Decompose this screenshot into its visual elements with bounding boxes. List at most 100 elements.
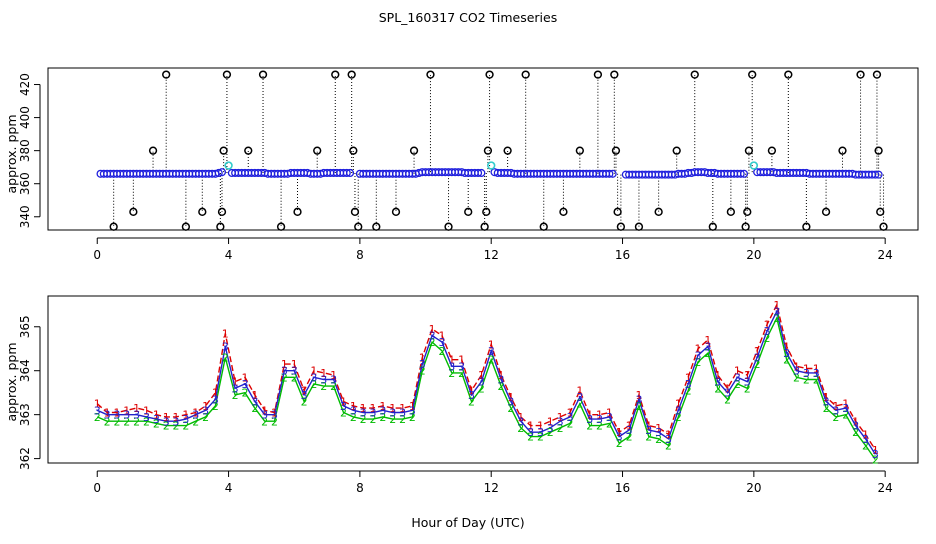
series-2-marker: 2 — [360, 413, 367, 426]
black-outlier-point — [347, 70, 356, 79]
blue-point — [342, 168, 351, 178]
panel2-x-tick-label: 16 — [615, 481, 630, 495]
black-outlier-point — [748, 70, 757, 79]
black-outlier-point — [313, 146, 322, 155]
black-outlier-point — [708, 222, 717, 231]
panel1-x-tick-label: 16 — [615, 248, 630, 262]
series-2-marker: 2 — [94, 411, 101, 424]
series-2-marker: 2 — [281, 371, 288, 384]
black-outlier-point — [503, 146, 512, 155]
series-2-marker: 2 — [557, 422, 564, 435]
series-1-marker: 1 — [222, 327, 229, 340]
series-2-marker: 2 — [763, 332, 770, 345]
series-3-marker: 3 — [803, 367, 810, 380]
series-2-marker: 2 — [153, 417, 160, 430]
chart-title: SPL_160317 CO2 Timeseries — [379, 10, 557, 25]
panel1-y-tick-label: 420 — [18, 73, 32, 96]
series-1-marker: 1 — [832, 400, 839, 413]
series-2-marker: 2 — [567, 417, 574, 430]
black-outlier-point — [690, 70, 699, 79]
black-outlier-point — [258, 70, 268, 79]
blue-point — [217, 168, 227, 177]
series-1-marker: 1 — [94, 398, 101, 411]
series-1-marker: 1 — [212, 387, 219, 400]
series-3-marker: 3 — [852, 420, 859, 433]
series-2-marker: 2 — [192, 415, 199, 428]
series-3-marker: 3 — [458, 360, 465, 373]
series-3-marker: 3 — [517, 415, 524, 428]
series-1-marker: 1 — [281, 358, 288, 371]
series-1-marker: 1 — [458, 354, 465, 367]
series-3-marker: 3 — [429, 330, 436, 343]
panel-top: 0 4 8 12 16 20 24 340 360 380 400 420 — [18, 67, 919, 262]
series-3-marker: 3 — [567, 411, 574, 424]
series-2-marker: 2 — [350, 411, 357, 424]
series-3-marker: 3 — [291, 365, 298, 378]
series-3-marker: 3 — [724, 387, 731, 400]
series-1-marker: 1 — [635, 389, 642, 402]
series-1-marker: 1 — [754, 345, 761, 358]
series-1-marker: 1 — [301, 384, 308, 397]
series-1-marker: 1 — [143, 404, 150, 417]
series-3-marker: 3 — [104, 409, 111, 422]
series-1-line — [96, 302, 876, 451]
series-2-marker: 2 — [232, 389, 239, 402]
series-1-marker: 1 — [547, 415, 554, 428]
series-3-marker: 3 — [379, 404, 386, 417]
series-1-marker: 1 — [567, 406, 574, 419]
series-3-marker: 3 — [251, 395, 258, 408]
series-3-marker: 3 — [133, 409, 140, 422]
series-3-marker: 3 — [704, 341, 711, 354]
blue-point — [739, 169, 749, 178]
series-3-marker: 3 — [448, 360, 455, 373]
cyan-point — [224, 161, 233, 170]
series-3-line — [96, 309, 876, 455]
panel2-x-tick-label: 8 — [356, 481, 364, 495]
series-3-marker: 3 — [754, 352, 761, 365]
series-3-marker: 3 — [419, 358, 426, 371]
series-2-marker: 2 — [241, 387, 248, 400]
series-1-marker: 1 — [350, 400, 357, 413]
series-1-marker: 1 — [675, 398, 682, 411]
series-2-marker: 2 — [291, 371, 298, 384]
series-1-marker: 1 — [419, 352, 426, 365]
series-2-marker: 2 — [251, 402, 258, 415]
series-3-marker: 3 — [616, 431, 623, 444]
series-3-marker: 3 — [488, 345, 495, 358]
series-1-marker: 1 — [527, 420, 534, 433]
series-3-marker: 3 — [606, 411, 613, 424]
blue-point — [736, 169, 745, 178]
series-2-marker: 2 — [793, 371, 800, 384]
series-1-marker: 1 — [596, 409, 603, 422]
black-outlier-point — [444, 222, 453, 231]
black-outlier-point — [726, 207, 736, 216]
panel1-x-tick-label: 20 — [746, 248, 761, 262]
series-3-marker: 3 — [301, 389, 308, 402]
series-1-marker: 1 — [793, 360, 800, 373]
series-1-marker: 1 — [340, 395, 347, 408]
series-2-marker: 2 — [813, 374, 820, 387]
series-2-marker: 2 — [173, 420, 180, 433]
black-outlier-point — [483, 146, 493, 155]
series-3-marker: 3 — [714, 376, 721, 389]
black-outlier-point — [482, 207, 491, 216]
series-3-marker: 3 — [645, 424, 652, 437]
series-2-marker: 2 — [645, 431, 652, 444]
panel1-x-tick-label: 24 — [878, 248, 893, 262]
black-outlier-point — [293, 207, 302, 216]
series-2-marker: 2 — [635, 400, 642, 413]
series-3-marker: 3 — [438, 336, 445, 349]
series-3-marker: 3 — [734, 371, 741, 384]
series-3-marker: 3 — [537, 426, 544, 439]
series-3-marker: 3 — [320, 374, 327, 387]
series-1-marker: 1 — [271, 406, 278, 419]
series-1-marker: 1 — [872, 444, 879, 457]
series-2-marker: 2 — [458, 367, 465, 380]
series-1-marker: 1 — [104, 406, 111, 419]
panel2-x-tick-label: 24 — [878, 481, 893, 495]
black-outlier-point — [613, 207, 622, 216]
black-outlier-point — [276, 222, 286, 231]
series-3-marker: 3 — [862, 433, 869, 446]
series-2-marker: 2 — [330, 380, 337, 393]
